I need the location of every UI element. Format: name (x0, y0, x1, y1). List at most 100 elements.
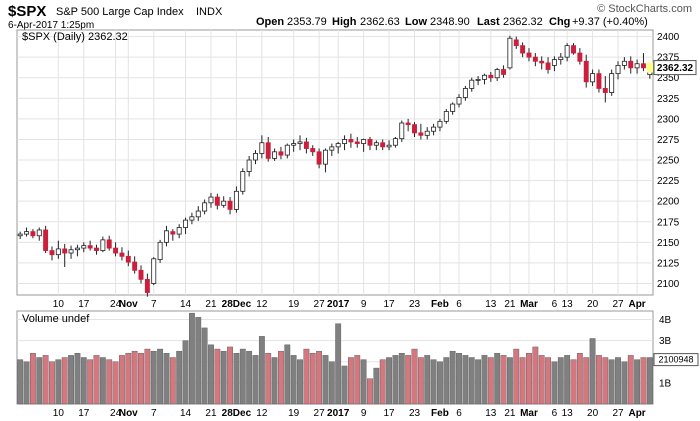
candle-body (596, 73, 602, 89)
candle-body (183, 219, 189, 228)
price-tick-label: 2200 (657, 197, 680, 208)
volume-bar (646, 357, 653, 405)
volume-bar (144, 348, 151, 405)
volume-x-tick-label: 21 (504, 408, 516, 419)
volume-bar (119, 355, 125, 405)
volume-bar (201, 327, 208, 405)
volume-bar (417, 357, 424, 405)
volume-x-tick-label: 6 (552, 408, 558, 419)
candle-body (62, 248, 68, 254)
candle-body (68, 249, 74, 254)
candle-body (513, 39, 519, 47)
candle-body (253, 153, 258, 161)
volume-bar (335, 323, 342, 405)
price-grid (17, 30, 653, 295)
volume-bar (398, 353, 405, 405)
volume-bar (220, 350, 227, 405)
volume-bar (557, 357, 564, 405)
price-x-tick-label: 28Dec (222, 299, 252, 310)
last-price-highlight (647, 62, 653, 73)
candle-body (291, 143, 297, 146)
candle-body (195, 210, 201, 218)
volume-bar (233, 353, 240, 405)
brand-watermark: © StockCharts.com (597, 3, 692, 15)
candle-body (443, 111, 449, 122)
volume-bar (500, 355, 507, 405)
price-x-tick-label: 13 (485, 299, 497, 310)
volume-bar (265, 353, 272, 405)
candle-body (539, 60, 545, 64)
volume-bar (621, 361, 628, 405)
volume-x-tick-label: 6 (456, 408, 462, 419)
candle-body (43, 229, 49, 251)
candle-body (418, 132, 424, 136)
volume-bar (634, 359, 641, 405)
volume-bar (468, 357, 475, 405)
candle-body (259, 142, 265, 154)
volume-bar (188, 312, 195, 405)
volume-bar (596, 355, 602, 405)
volume-bar (49, 361, 55, 405)
volume-bar (367, 378, 373, 405)
last-label: Last (477, 16, 500, 28)
candle-body (494, 69, 500, 79)
candle-body (373, 142, 379, 146)
candle-body (456, 97, 462, 105)
candle-body (49, 250, 55, 256)
candle-body (380, 142, 386, 148)
volume-x-tick-label: 7 (151, 408, 157, 419)
volume-bar (163, 353, 170, 405)
volume-bar (99, 357, 106, 405)
volume-x-tick-label: 14 (180, 408, 192, 419)
volume-bar (17, 359, 24, 405)
volume-bar (138, 353, 144, 405)
volume-bar (169, 357, 176, 405)
volume-x-tick-label: 12 (256, 408, 268, 419)
volume-bar (487, 357, 494, 405)
volume-bar (252, 355, 259, 405)
candle-body (176, 227, 182, 235)
volume-bar (74, 353, 81, 405)
symbol-name: S&P 500 Large Cap Index (56, 6, 184, 18)
volume-tick-label: 1B (659, 378, 672, 389)
price-x-tick-label: 10 (53, 299, 65, 310)
volume-bar (23, 361, 30, 405)
volume-bar (125, 353, 132, 405)
volume-bar (297, 359, 303, 405)
volume-x-tick-label: 20 (587, 408, 599, 419)
price-panel: 2100 2125 2150 2175 2200 2225 2250 2275 2300 2325… (16, 29, 697, 297)
volume-bar (284, 344, 291, 405)
volume-bar (443, 357, 450, 405)
price-tick-label: 2350 (657, 73, 680, 84)
price-x-tick-label: 17 (383, 299, 395, 310)
price-candles (17, 35, 653, 297)
price-tick-label: 2300 (657, 114, 680, 125)
candle-body (87, 245, 93, 249)
price-x-tick-label: 17 (78, 299, 90, 310)
volume-bar (131, 350, 138, 405)
candle-body (609, 73, 615, 93)
last-price-marker: 2362.32 (653, 60, 697, 76)
candle-body (208, 196, 214, 204)
volume-bar (157, 348, 164, 405)
price-tick-label: 2225 (657, 176, 680, 187)
volume-bar (360, 359, 367, 405)
volume-bar (290, 355, 297, 405)
price-tick-label: 2400 (657, 32, 680, 43)
volume-bar (627, 355, 634, 405)
price-x-tick-label: 21 (504, 299, 516, 310)
price-tick-label: 2125 (657, 258, 680, 269)
symbol-title: $SPX (8, 3, 46, 20)
volume-bar (392, 355, 399, 405)
candle-body (157, 241, 163, 261)
volume-x-tick-label: Feb (431, 408, 449, 419)
volume-bar (106, 359, 113, 405)
candle-body (481, 74, 487, 80)
volume-bar (354, 355, 361, 405)
volume-tick-label: 3B (659, 336, 672, 347)
volume-bar (570, 359, 577, 405)
candle-body (348, 139, 354, 143)
candle-body (545, 62, 551, 70)
candle-body (233, 190, 239, 210)
